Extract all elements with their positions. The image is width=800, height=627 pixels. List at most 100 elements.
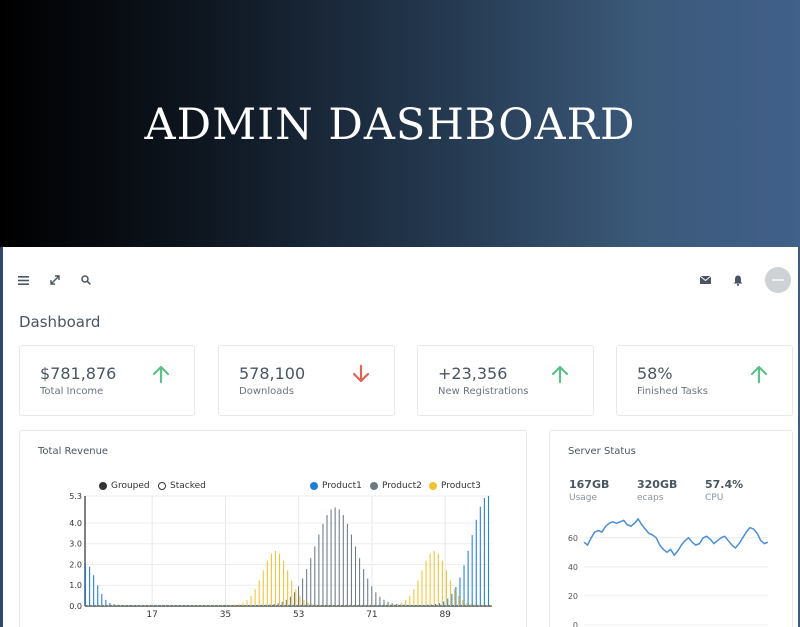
bar	[222, 604, 224, 606]
bar	[322, 523, 324, 606]
bar	[204, 604, 206, 606]
bar	[179, 604, 182, 606]
bar	[85, 563, 87, 606]
bar	[363, 569, 365, 606]
bar	[94, 604, 96, 606]
page-title: Dashboard	[19, 313, 101, 331]
arrow-up-icon	[551, 365, 569, 384]
bar	[139, 604, 141, 606]
mode-grouped[interactable]: Grouped	[99, 481, 150, 491]
bar	[251, 604, 253, 606]
legend-product1[interactable]: Product1	[310, 481, 362, 491]
bar	[132, 604, 134, 606]
bell-icon[interactable]	[731, 273, 745, 287]
bar	[406, 604, 408, 606]
bar	[291, 580, 293, 606]
bar	[432, 604, 434, 606]
metric-label: Usage	[569, 493, 598, 503]
bar	[424, 604, 426, 606]
bar	[133, 604, 135, 606]
mail-icon[interactable]	[698, 273, 712, 287]
legend-product2[interactable]: Product2	[370, 481, 422, 491]
avatar[interactable]	[765, 267, 791, 293]
bar	[304, 604, 306, 606]
bar	[440, 604, 442, 606]
x-tick-label: 17	[146, 610, 157, 620]
bar	[318, 534, 320, 606]
bar	[97, 585, 99, 606]
bar	[288, 604, 290, 606]
bar	[170, 604, 172, 606]
bar	[316, 604, 319, 606]
bar	[226, 604, 228, 606]
stat-card-new-registrations: +23,356 New Registrations	[417, 345, 594, 416]
bar	[411, 604, 414, 606]
bar	[350, 534, 352, 606]
bar	[325, 604, 327, 606]
bar	[167, 604, 169, 606]
bar	[129, 604, 131, 606]
bar	[95, 604, 97, 606]
bar	[146, 604, 148, 606]
bar	[159, 604, 161, 606]
server-chart: 0 20 40 60	[568, 517, 769, 627]
bar	[388, 604, 390, 606]
bar	[430, 604, 433, 606]
bar	[354, 546, 357, 606]
bar	[177, 604, 179, 606]
topbar	[3, 262, 798, 300]
bar	[140, 604, 142, 606]
bar	[426, 604, 428, 606]
legend-product3[interactable]: Product3	[429, 481, 481, 491]
stat-card-downloads: 578,100 Downloads	[218, 345, 395, 416]
bar	[299, 595, 301, 606]
search-icon[interactable]	[79, 273, 93, 287]
bar	[165, 604, 167, 606]
bar	[398, 604, 400, 606]
bar	[459, 577, 461, 606]
bar	[392, 604, 395, 606]
metric-label: CPU	[705, 493, 724, 503]
bar	[399, 604, 401, 606]
bar	[188, 604, 190, 606]
radio-selected-icon	[99, 482, 107, 490]
expand-icon[interactable]	[48, 273, 62, 287]
bar	[387, 601, 389, 606]
bar	[306, 569, 308, 606]
bar	[265, 604, 267, 606]
bar	[349, 604, 351, 606]
y-tick-label: 3.0	[69, 540, 82, 549]
bar	[373, 604, 376, 606]
x-tick-label: 89	[439, 610, 451, 620]
bar	[125, 604, 127, 606]
bar	[143, 604, 145, 606]
bar	[307, 602, 309, 606]
y-tick-label: 1.0	[69, 581, 82, 590]
bar	[99, 604, 101, 606]
bar	[192, 604, 194, 606]
bar	[169, 604, 171, 606]
bar	[311, 603, 313, 606]
bar	[470, 603, 472, 606]
bar	[333, 604, 335, 606]
bar	[280, 604, 282, 606]
bar	[489, 604, 491, 606]
bar	[422, 604, 424, 606]
bar	[239, 604, 241, 606]
bar	[372, 604, 374, 606]
bar	[456, 604, 458, 606]
bar	[428, 604, 430, 606]
bar	[414, 604, 416, 606]
panel-title: Total Revenue	[38, 446, 109, 457]
bar	[266, 560, 268, 606]
bar	[127, 604, 129, 606]
bar	[90, 604, 92, 606]
bar	[260, 604, 262, 606]
hero-banner: ADMIN DASHBOARD	[0, 0, 800, 247]
bar	[433, 551, 435, 606]
menu-icon[interactable]	[16, 273, 30, 287]
bar	[462, 600, 464, 606]
mode-stacked[interactable]: Stacked	[158, 481, 206, 491]
bar	[353, 604, 355, 606]
bar	[326, 515, 328, 606]
